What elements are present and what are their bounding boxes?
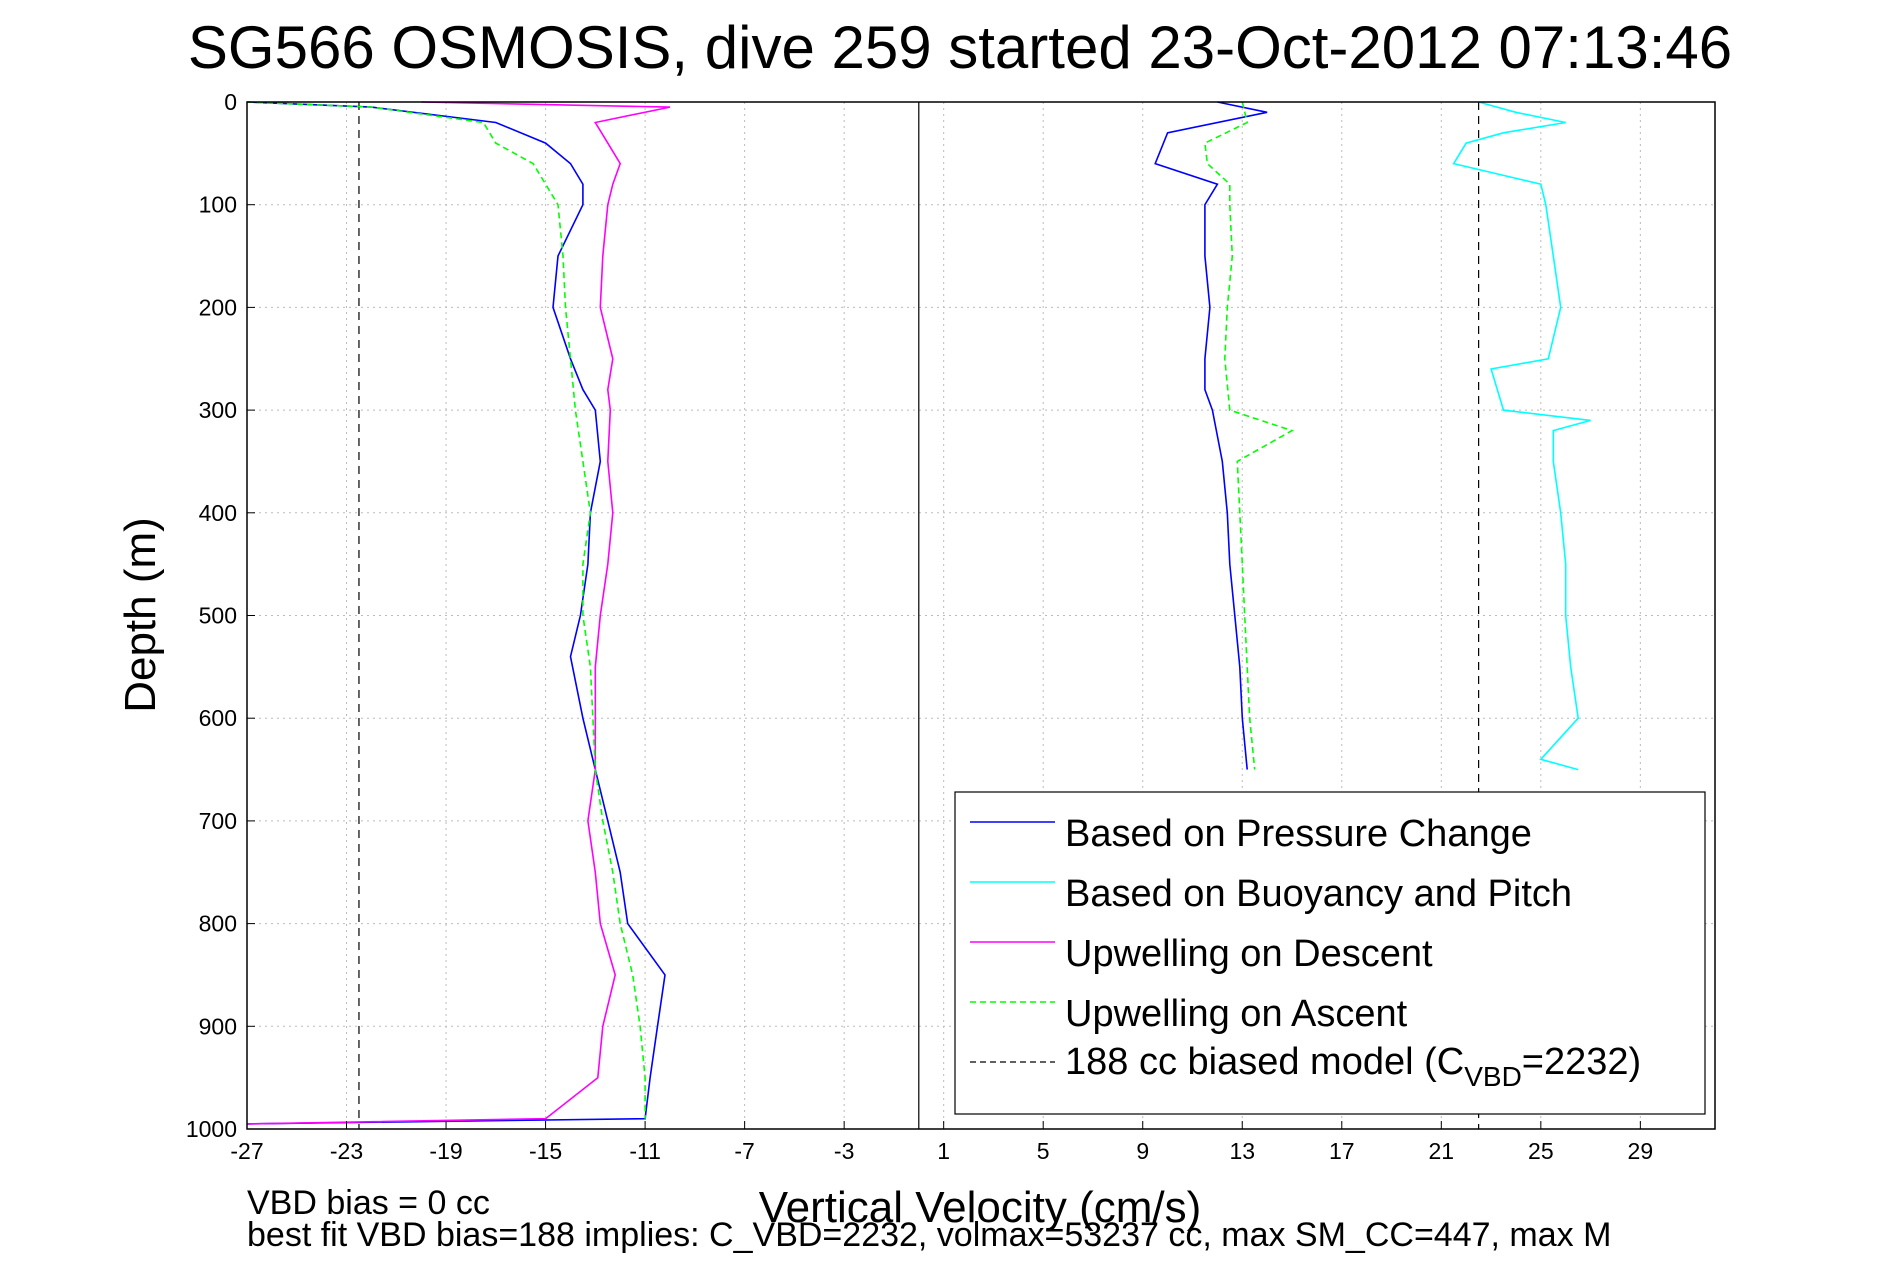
series-0-ascent-line <box>1154 101 1268 770</box>
x-tick-label-9: 9 <box>1136 1138 1149 1164</box>
x-tick-label-5: -7 <box>734 1138 754 1164</box>
series-3-descent-line <box>246 101 646 1119</box>
legend-label-ascent: Upwelling on Ascent <box>1065 993 1408 1035</box>
legend-label-descent: Upwelling on Descent <box>1065 933 1433 975</box>
x-tick-label-0: -27 <box>230 1138 263 1164</box>
y-tick-label-5: 500 <box>199 603 237 629</box>
series-2-line <box>246 101 671 1125</box>
x-axis-label: Vertical Velocity (cm/s) <box>759 1183 1202 1232</box>
legend-label-pressure: Based on Pressure Change <box>1065 813 1532 855</box>
footer-line-1: VBD bias = 0 cc <box>247 1184 490 1222</box>
x-tick-label-1: -23 <box>330 1138 363 1164</box>
legend-label-model: 188 cc biased model (CVBD=2232) <box>1065 1041 1641 1092</box>
series-1-line <box>1452 101 1591 771</box>
legend: Based on Pressure Change Based on Buoyan… <box>954 791 1706 1115</box>
x-tick-label-2: -19 <box>429 1138 462 1164</box>
y-tick-label-1: 100 <box>199 192 237 218</box>
y-axis-label: Depth (m) <box>116 517 165 713</box>
x-tick-label-12: 21 <box>1429 1138 1455 1164</box>
x-tick-label-4: -11 <box>629 1138 661 1164</box>
y-tick-label-10: 1000 <box>186 1116 237 1142</box>
chart-title: SG566 OSMOSIS, dive 259 started 23-Oct-2… <box>188 14 1732 81</box>
x-tick-label-8: 5 <box>1037 1138 1050 1164</box>
x-ticks: -27 -23 -19 -15 -11 -7 -3 1 5 9 13 17 21 25 29 <box>230 1121 1653 1164</box>
x-tick-label-13: 25 <box>1528 1138 1554 1164</box>
y-tick-label-2: 200 <box>199 294 237 320</box>
series-layer <box>246 101 1591 1125</box>
y-tick-label-9: 900 <box>199 1013 237 1039</box>
footer-line-2: best fit VBD bias=188 implies: C_VBD=223… <box>247 1216 1611 1254</box>
y-tick-label-7: 700 <box>199 808 237 834</box>
x-tick-label-11: 17 <box>1329 1138 1355 1164</box>
x-tick-label-7: 1 <box>937 1138 950 1164</box>
x-tick-label-14: 29 <box>1628 1138 1654 1164</box>
y-tick-label-6: 600 <box>199 705 237 731</box>
y-tick-label-0: 0 <box>224 89 237 115</box>
y-ticks: 0 100 200 300 400 500 600 700 800 900 1000 <box>186 89 255 1142</box>
series-3-ascent-line <box>1204 101 1294 770</box>
legend-label-buoyancy: Based on Buoyancy and Pitch <box>1065 873 1572 915</box>
y-tick-label-3: 300 <box>199 397 237 423</box>
legend-box <box>954 791 1706 1115</box>
x-tick-label-6: -3 <box>834 1138 854 1164</box>
y-tick-label-4: 400 <box>199 500 237 526</box>
x-tick-label-10: 13 <box>1229 1138 1255 1164</box>
y-tick-label-8: 800 <box>199 911 237 937</box>
x-tick-label-3: -15 <box>529 1138 562 1164</box>
